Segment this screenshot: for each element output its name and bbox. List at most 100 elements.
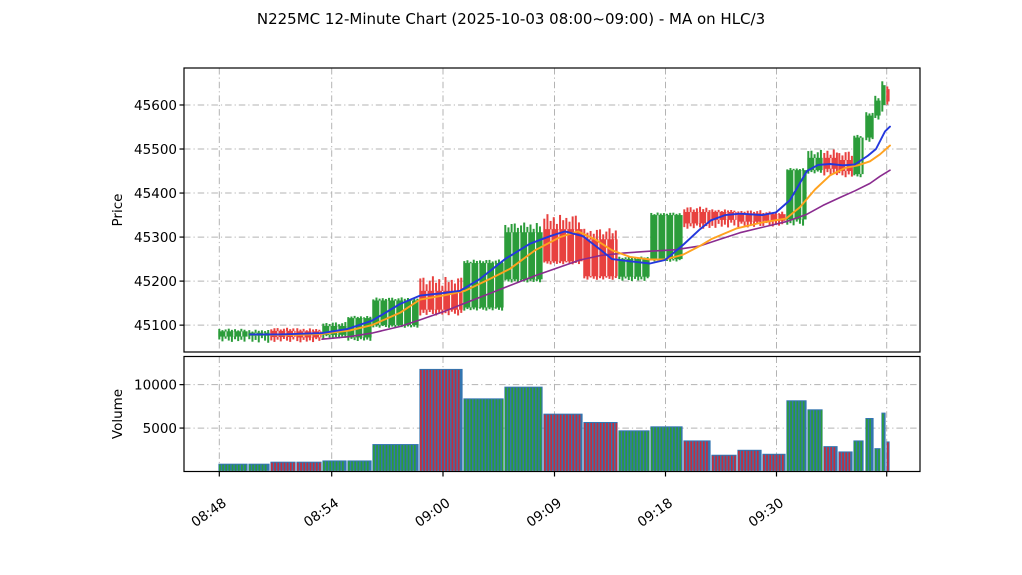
volume-bar-stripe — [385, 445, 388, 471]
volume-bar-stripe — [473, 399, 476, 471]
volume-bar-stripe — [498, 399, 501, 471]
volume-bar-stripe — [329, 461, 332, 471]
volume-bar-stripe — [763, 454, 765, 471]
volume-bar-stripe — [388, 445, 391, 471]
candle-block — [881, 81, 886, 112]
volume-bar — [347, 460, 372, 471]
volume-bar-stripe — [445, 369, 447, 471]
candle-block — [543, 214, 583, 265]
volume-bar-stripe — [360, 461, 363, 471]
candle-block — [874, 95, 881, 120]
volume-bar-stripe — [869, 418, 871, 471]
volume-bar-stripe — [734, 455, 736, 471]
volume-bar-stripe — [569, 414, 571, 471]
ma-line-fast — [249, 125, 891, 336]
volume-bar-stripe — [501, 399, 504, 471]
volume-bar-stripe — [479, 399, 482, 471]
volume-bar-stripe — [309, 462, 312, 471]
volume-bar-stripe — [753, 450, 756, 471]
volume-bar-stripe — [252, 464, 254, 471]
candle-block — [807, 149, 823, 174]
volume-bar-stripe — [559, 414, 562, 471]
volume-bar-stripe — [747, 450, 750, 471]
volume-bar-stripe — [721, 455, 724, 471]
volume-bar-stripe — [482, 399, 485, 471]
volume-bar-stripe — [575, 414, 578, 471]
volume-bar-stripe — [363, 461, 366, 471]
volume-bar-stripe — [442, 369, 444, 471]
volume-bar-stripe — [454, 369, 457, 471]
volume-bar — [322, 460, 347, 471]
price-tick-label: 45500 — [134, 142, 177, 158]
volume-bar-stripe — [237, 464, 240, 471]
volume-bar-stripe — [820, 410, 823, 471]
volume-bar-stripe — [619, 431, 621, 471]
volume-bar-stripe — [845, 452, 848, 471]
volume-bar-stripe — [556, 414, 559, 471]
volume-bar-stripe — [258, 464, 261, 471]
volume-bar-stripe — [376, 445, 378, 471]
volume-bar-stripe — [533, 387, 536, 471]
volume-bar-stripe — [572, 414, 575, 471]
volume-bar-stripe — [699, 441, 702, 471]
volume-bar-stripe — [423, 369, 425, 471]
volume-bar-stripe — [738, 450, 740, 471]
volume-bar-stripe — [702, 441, 705, 471]
volume-bar-stripe — [517, 387, 520, 471]
volume-bar-stripe — [234, 464, 237, 471]
volume-bar-stripe — [271, 462, 273, 471]
volume-bar-stripe — [354, 461, 357, 471]
volume-bar-stripe — [727, 455, 730, 471]
volume-bar-stripe — [578, 414, 581, 471]
volume-bar-stripe — [666, 427, 669, 471]
volume-bar-stripe — [690, 441, 693, 471]
volume-bar-stripe — [476, 399, 479, 471]
candle-wick — [264, 331, 267, 341]
volume-bar-stripe — [631, 431, 634, 471]
volume-bar-stripe — [323, 461, 325, 471]
candle-block — [865, 112, 874, 142]
volume-bar-stripe — [730, 455, 733, 471]
volume-bar-stripe — [357, 461, 360, 471]
volume-bar-stripe — [297, 462, 299, 471]
volume-bar-stripe — [584, 422, 586, 471]
volume-bar-stripe — [628, 431, 631, 471]
volume-bar-stripe — [398, 445, 400, 471]
volume-bar-stripe — [505, 387, 507, 471]
volume-bar-stripe — [602, 422, 605, 471]
volume-bar-stripe — [744, 450, 747, 471]
volume-bar-stripe — [338, 461, 341, 471]
volume-bar-stripe — [878, 449, 880, 471]
ma-line-mid — [269, 144, 891, 336]
candle-block — [683, 206, 711, 229]
volume-bar-stripe — [553, 414, 556, 471]
volume-bar-stripe — [366, 461, 369, 471]
volume-bar-stripe — [550, 414, 553, 471]
volume-bar-stripe — [634, 431, 637, 471]
volume-bar-stripe — [875, 449, 877, 471]
volume-bar-stripe — [228, 464, 231, 471]
volume-bar-stripe — [622, 431, 624, 471]
volume-bar-stripe — [706, 441, 708, 471]
price-panel-border — [183, 67, 921, 353]
volume-bar-stripe — [435, 369, 438, 471]
volume-bar-stripe — [644, 431, 646, 471]
volume-bar-stripe — [775, 454, 778, 471]
x-tick-label: 08:48 — [189, 495, 230, 530]
volume-bar-stripe — [718, 455, 721, 471]
volume-bar-stripe — [612, 422, 615, 471]
volume-bar — [504, 386, 543, 471]
volume-bar-stripe — [289, 462, 292, 471]
volume-bar-stripe — [536, 387, 539, 471]
candle-wick — [257, 330, 260, 343]
volume-bar-stripe — [264, 464, 267, 471]
volume-bar-stripe — [599, 422, 602, 471]
volume-bar-stripe — [842, 452, 844, 471]
volume-bar-stripe — [293, 462, 295, 471]
candle-block — [886, 86, 890, 105]
volume-bar-stripe — [778, 454, 781, 471]
volume-panel-border — [183, 355, 921, 473]
volume-bar-stripe — [663, 427, 666, 471]
volume-bar-stripe — [660, 427, 663, 471]
volume-bar-stripe — [280, 462, 283, 471]
